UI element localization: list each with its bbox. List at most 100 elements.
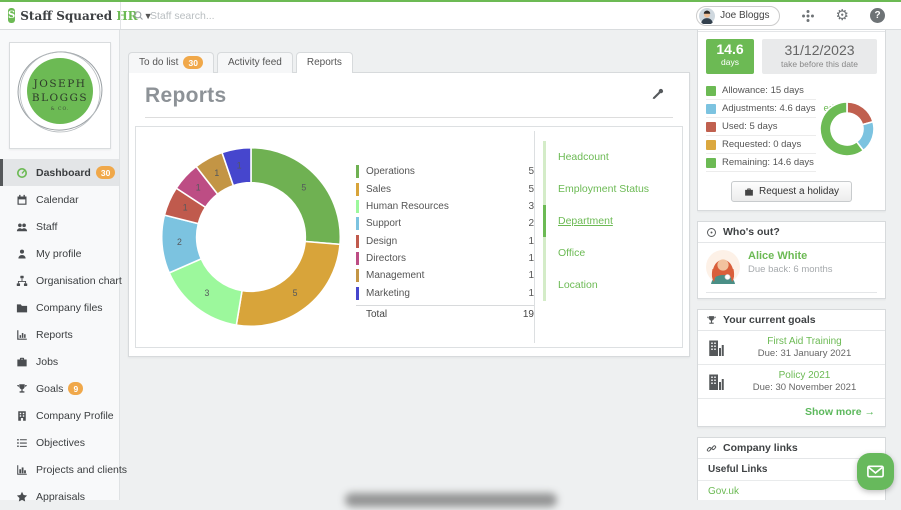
legend-label: Marketing (366, 288, 528, 299)
legend-label: Management (366, 270, 528, 281)
whos-out-name[interactable]: Alice White (748, 250, 833, 262)
holiday-row-label: Remaining: 14.6 days (722, 157, 814, 168)
sidebar-item-organisation-chart[interactable]: Organisation chart (0, 267, 119, 294)
legend-label: Support (366, 218, 528, 229)
gauge-icon (16, 167, 28, 179)
sidebar-item-label: Calendar (36, 194, 79, 206)
company-profile-card[interactable]: JOSEPH BLOGGS & CO. (9, 42, 111, 149)
legend-total-label: Total (366, 309, 523, 320)
brand-logo-icon: S (8, 8, 15, 23)
sidebar-item-jobs[interactable]: Jobs (0, 348, 119, 375)
company-logo: JOSEPH BLOGGS & CO. (14, 47, 106, 139)
filter-department[interactable]: Department (543, 205, 682, 237)
holiday-donut-chart (816, 82, 877, 172)
sidebar-item-my-profile[interactable]: My profile (0, 240, 119, 267)
slice-value-label: 1 (196, 183, 201, 193)
filter-employment-status[interactable]: Employment Status (546, 173, 682, 205)
help-icon[interactable]: ? (870, 8, 885, 23)
sidebar-item-label: Organisation chart (36, 275, 122, 287)
folder-icon (16, 302, 28, 314)
holiday-legend-row: Allowance: 15 days (706, 82, 816, 100)
goal-due-date: Due: 31 January 2021 (732, 348, 877, 359)
top-bar: S Staff Squared HR ▼ Joe Bloggs ⚙ ? (0, 0, 901, 30)
legend-label: Operations (366, 166, 528, 177)
holiday-days-remaining: 14.6 days (706, 39, 754, 74)
legend-color-chip (356, 217, 359, 230)
chat-button[interactable] (857, 453, 894, 490)
legend-label: Directors (366, 253, 528, 264)
tab-reports[interactable]: Reports (296, 52, 353, 73)
legend-color-chip (356, 165, 359, 178)
holiday-color-square (706, 104, 716, 114)
sidebar-item-appraisals[interactable]: Appraisals (0, 483, 119, 510)
gear-icon[interactable]: ⚙ (836, 8, 849, 23)
svg-text:& CO.: & CO. (50, 106, 69, 112)
apps-move-icon[interactable] (801, 9, 815, 23)
svg-text:BLOGGS: BLOGGS (31, 92, 87, 104)
sidebar-item-company-files[interactable]: Company files (0, 294, 119, 321)
list-icon (16, 437, 28, 449)
sidebar-item-reports[interactable]: Reports (0, 321, 119, 348)
show-more-link[interactable]: Show more → (698, 399, 885, 426)
goal-name-link[interactable]: Policy 2021 (732, 370, 877, 381)
sidebar-item-staff[interactable]: Staff (0, 213, 119, 240)
slice-value-label: 1 (237, 160, 242, 170)
horizontal-scrollbar[interactable] (345, 493, 557, 507)
sidebar-item-projects-and-clients[interactable]: Projects and clients (0, 456, 119, 483)
building-icon (16, 410, 28, 422)
building-chart-icon (706, 372, 726, 392)
filter-headcount[interactable]: Headcount (546, 141, 682, 173)
tab-activity-feed[interactable]: Activity feed (217, 52, 293, 73)
person-icon (16, 248, 28, 260)
whos-out-card: Who's out? Alice White Due back: 6 month… (697, 221, 886, 299)
orgchart-icon (16, 275, 28, 287)
brand-menu[interactable]: S Staff Squared HR ▼ (0, 8, 120, 23)
legend-color-chip (356, 252, 359, 265)
legend-total-value: 19 (523, 309, 534, 320)
wrench-icon[interactable] (651, 87, 665, 106)
slice-value-label: 1 (214, 168, 219, 178)
user-menu-button[interactable]: Joe Bloggs (696, 6, 779, 26)
sidebar-item-label: My profile (36, 248, 82, 260)
tab-label: Activity feed (228, 57, 282, 68)
holiday-info-card: Your holiday info 14.6 days 31/12/2023 t… (697, 10, 886, 211)
sidebar-item-calendar[interactable]: Calendar (0, 186, 119, 213)
whos-out-title: Who's out? (723, 226, 780, 238)
count-badge: 30 (96, 166, 115, 179)
star-icon (16, 491, 28, 503)
sidebar-item-company-profile[interactable]: Company Profile (0, 402, 119, 429)
filter-location[interactable]: Location (546, 269, 682, 301)
donut-slice-sales[interactable] (236, 241, 340, 326)
search-input[interactable] (150, 10, 450, 22)
holiday-legend-row: Adjustments: 4.6 daysedit (706, 100, 816, 118)
user-name: Joe Bloggs (720, 10, 769, 21)
tab-label: To do list (139, 57, 178, 68)
goal-name-link[interactable]: First Aid Training (732, 336, 877, 347)
search-icon (133, 10, 144, 21)
holiday-color-square (706, 86, 716, 96)
avatar (699, 8, 715, 24)
envelope-icon (866, 462, 885, 481)
request-holiday-button[interactable]: Request a holiday (731, 181, 852, 202)
donut-slice-operations[interactable] (251, 148, 340, 245)
slice-value-label: 5 (301, 183, 306, 193)
filter-office[interactable]: Office (546, 237, 682, 269)
company-link-gov-uk[interactable]: Gov.uk (698, 481, 885, 500)
sidebar-item-label: Projects and clients (36, 464, 127, 476)
people-icon (16, 221, 28, 233)
donut-slice-used[interactable] (847, 102, 873, 125)
sidebar-item-objectives[interactable]: Objectives (0, 429, 119, 456)
